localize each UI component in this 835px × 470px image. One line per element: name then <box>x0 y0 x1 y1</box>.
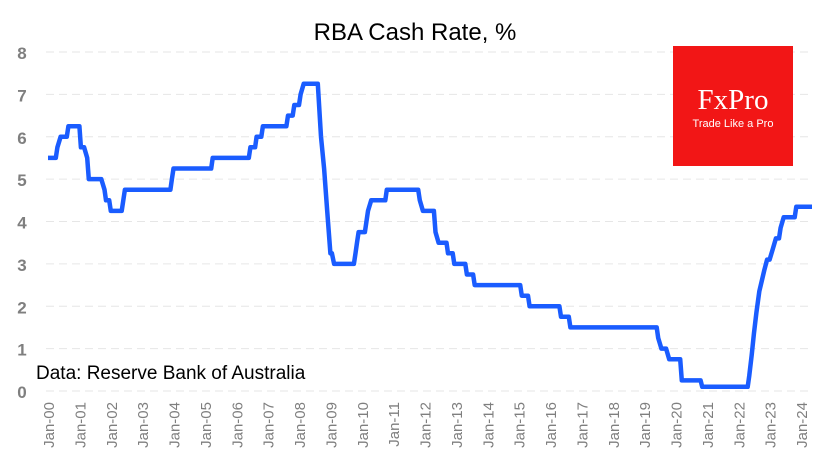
x-tick-label: Jan-13 <box>449 402 466 448</box>
data-source-annotation: Data: Reserve Bank of Australia <box>36 363 306 384</box>
y-tick-label: 8 <box>17 44 26 63</box>
x-tick-label: Jan-17 <box>574 402 591 448</box>
x-tick-label: Jan-21 <box>700 402 717 448</box>
x-tick-label: Jan-08 <box>292 402 309 448</box>
x-tick-label: Jan-18 <box>606 402 623 448</box>
x-tick-label: Jan-22 <box>731 402 748 448</box>
logo-brand: FxPro <box>697 84 769 116</box>
x-tick-label: Jan-15 <box>512 402 529 448</box>
x-tick-label: Jan-16 <box>543 402 560 448</box>
y-tick-label: 1 <box>17 341 26 360</box>
y-tick-label: 3 <box>17 256 26 275</box>
x-tick-label: Jan-09 <box>323 402 340 448</box>
x-tick-label: Jan-14 <box>480 402 497 448</box>
x-tick-label: Jan-12 <box>418 402 435 448</box>
x-tick-label: Jan-00 <box>41 402 58 448</box>
x-tick-label: Jan-02 <box>104 402 121 448</box>
x-tick-label: Jan-19 <box>637 402 654 448</box>
y-tick-label: 6 <box>17 129 26 148</box>
y-tick-label: 2 <box>17 298 26 317</box>
x-tick-label: Jan-01 <box>72 402 89 448</box>
x-tick-label: Jan-05 <box>198 402 215 448</box>
chart-title: RBA Cash Rate, % <box>314 19 517 46</box>
y-tick-label: 7 <box>17 86 26 105</box>
logo-tagline: Trade Like a Pro <box>692 118 774 130</box>
x-tick-label: Jan-11 <box>386 402 403 447</box>
x-tick-label: Jan-04 <box>167 402 184 448</box>
x-tick-label: Jan-06 <box>229 402 246 448</box>
x-tick-label: Jan-23 <box>763 402 780 448</box>
x-tick-label: Jan-24 <box>794 402 811 448</box>
x-tick-label: Jan-20 <box>669 402 686 448</box>
x-tick-label: Jan-03 <box>135 402 152 448</box>
y-tick-label: 0 <box>17 383 26 402</box>
y-tick-label: 4 <box>17 214 27 233</box>
series-line-rba-cash-rate <box>48 81 812 390</box>
x-tick-label: Jan-10 <box>355 402 372 448</box>
y-tick-label: 5 <box>17 171 26 190</box>
fxpro-logo: FxPro Trade Like a Pro <box>673 46 793 166</box>
x-tick-label: Jan-07 <box>261 402 278 448</box>
